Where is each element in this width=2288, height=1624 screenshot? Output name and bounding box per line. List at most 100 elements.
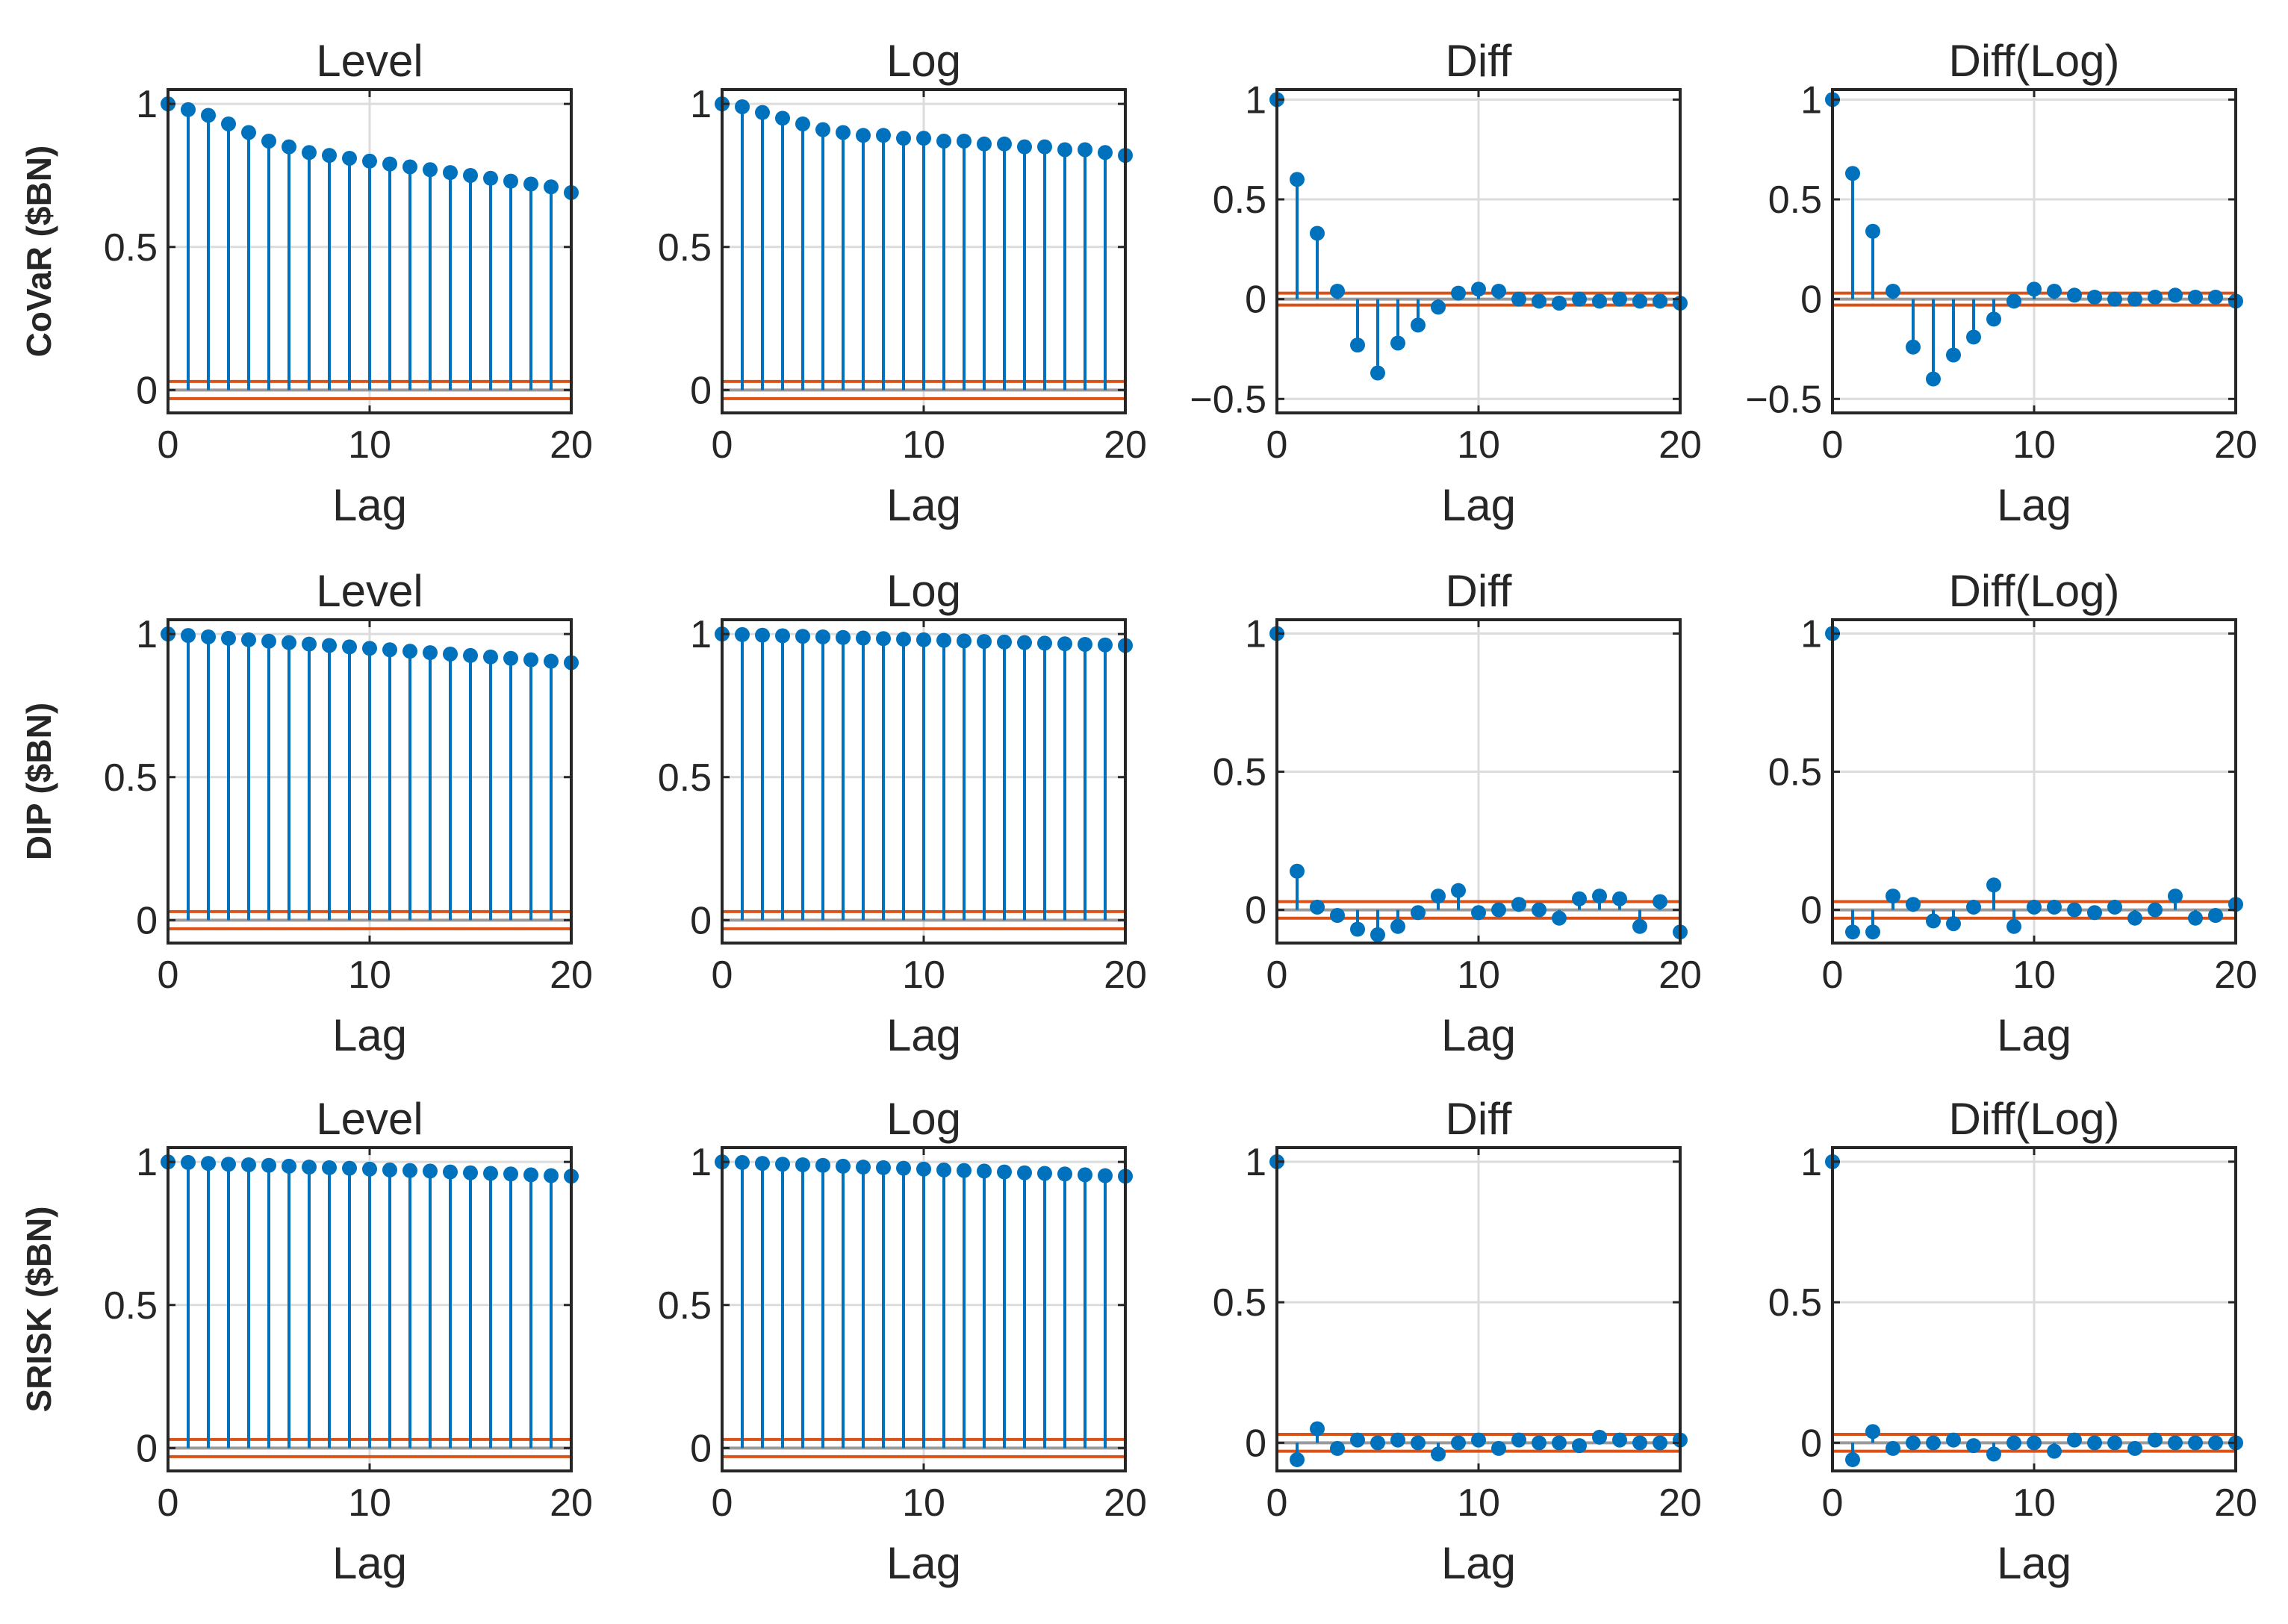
acf-point	[2148, 902, 2163, 918]
acf-point	[1037, 1166, 1052, 1181]
acf-point	[2006, 293, 2021, 309]
acf-point	[936, 1162, 951, 1177]
acf-point	[735, 1154, 750, 1170]
acf-point	[1431, 1446, 1446, 1462]
acf-point	[382, 642, 397, 658]
acf-point	[1592, 293, 1607, 309]
acf-point	[201, 108, 216, 123]
acf-point	[977, 1163, 992, 1179]
acf-point	[1370, 927, 1385, 942]
y-tick-label: 1	[136, 1141, 158, 1184]
acf-point	[1350, 1432, 1365, 1448]
acf-point	[2168, 889, 2183, 904]
x-axis-label: Lag	[886, 1538, 961, 1588]
acf-point	[916, 632, 931, 647]
acf-point	[2107, 1435, 2122, 1451]
acf-point	[1572, 891, 1587, 906]
acf-point	[2127, 291, 2142, 307]
row-label: SRISK ($BN)	[19, 1206, 58, 1412]
acf-point	[1017, 139, 1032, 155]
acf-point	[1290, 863, 1305, 879]
acf-point	[201, 629, 216, 644]
y-tick-label: 1	[136, 83, 158, 126]
x-tick-label: 20	[1659, 423, 1702, 467]
x-axis-label: Lag	[332, 1538, 407, 1588]
y-tick-label: 1	[1800, 613, 1822, 656]
acf-point	[1532, 902, 1546, 918]
acf-point	[261, 633, 276, 649]
acf-point	[443, 165, 458, 181]
acf-point	[1411, 905, 1426, 921]
acf-point	[2148, 289, 2163, 305]
acf-point	[1078, 142, 1092, 158]
acf-point	[1431, 299, 1446, 315]
y-tick-label: 0	[1245, 889, 1266, 933]
y-tick-label: 0	[1800, 1422, 1822, 1465]
y-tick-label: 1	[136, 613, 158, 656]
x-axis-label: Lag	[886, 1010, 961, 1060]
acf-point	[322, 1160, 337, 1175]
acf-point	[735, 626, 750, 642]
panel-title: Diff(Log)	[1949, 36, 2120, 86]
panel-title: Diff(Log)	[1949, 566, 2120, 616]
acf-point	[1017, 635, 1032, 650]
acf-point	[2067, 902, 2082, 918]
acf-point	[2006, 1435, 2021, 1451]
x-tick-label: 0	[712, 1481, 733, 1525]
x-tick-label: 20	[550, 423, 593, 467]
acf-point	[936, 632, 951, 648]
acf-point	[342, 150, 357, 166]
acf-point	[2188, 289, 2203, 305]
acf-point	[241, 125, 256, 140]
acf-point	[1431, 889, 1446, 904]
acf-point	[1491, 283, 1506, 299]
acf-point	[503, 173, 518, 189]
acf-point	[423, 162, 438, 178]
acf-point	[876, 1160, 891, 1175]
x-tick-label: 20	[1104, 1481, 1147, 1525]
y-tick-label: 0.5	[1768, 178, 1822, 222]
y-tick-label: 0.5	[1768, 751, 1822, 794]
acf-point	[1966, 329, 1981, 345]
acf-point	[795, 1157, 810, 1172]
x-tick-label: 10	[348, 1481, 391, 1525]
y-tick-label: 1	[1245, 78, 1266, 122]
acf-point	[1946, 347, 1961, 363]
x-tick-label: 20	[2214, 953, 2257, 997]
acf-panel: 0 10 20 0 0.5 1 Diff Lag	[1213, 1094, 1702, 1588]
acf-point	[463, 1165, 478, 1180]
acf-point	[876, 631, 891, 647]
x-axis-label: Lag	[1441, 480, 1516, 530]
acf-point	[1310, 225, 1325, 241]
acf-point	[221, 630, 236, 646]
panel-title: Diff	[1446, 1094, 1512, 1144]
acf-point	[1390, 918, 1405, 934]
x-tick-label: 0	[158, 423, 179, 467]
acf-point	[1552, 295, 1567, 311]
acf-point	[1037, 635, 1052, 651]
acf-point	[916, 131, 931, 146]
acf-point	[1946, 1432, 1961, 1448]
acf-point	[1926, 913, 1941, 929]
acf-point	[1653, 1435, 1667, 1451]
acf-point	[302, 145, 317, 161]
acf-point	[2087, 1435, 2102, 1451]
x-tick-label: 0	[1822, 1481, 1844, 1525]
acf-point	[1057, 1166, 1072, 1182]
acf-panel: 0 10 20 0 0.5 1 Level Lag	[104, 566, 593, 1060]
x-tick-label: 0	[1266, 423, 1288, 467]
acf-point	[282, 139, 296, 155]
y-tick-label: 0.5	[658, 1284, 712, 1328]
acf-point	[2208, 1435, 2223, 1451]
panel-title: Diff(Log)	[1949, 1094, 2120, 1144]
acf-point	[1592, 889, 1607, 904]
acf-point	[856, 630, 871, 646]
x-tick-label: 20	[1104, 953, 1147, 997]
acf-point	[1310, 1421, 1325, 1437]
acf-point	[1906, 339, 1921, 355]
acf-point	[836, 125, 851, 140]
acf-point	[1632, 293, 1647, 309]
y-tick-label: 0	[690, 369, 712, 412]
acf-point	[1017, 1165, 1032, 1180]
